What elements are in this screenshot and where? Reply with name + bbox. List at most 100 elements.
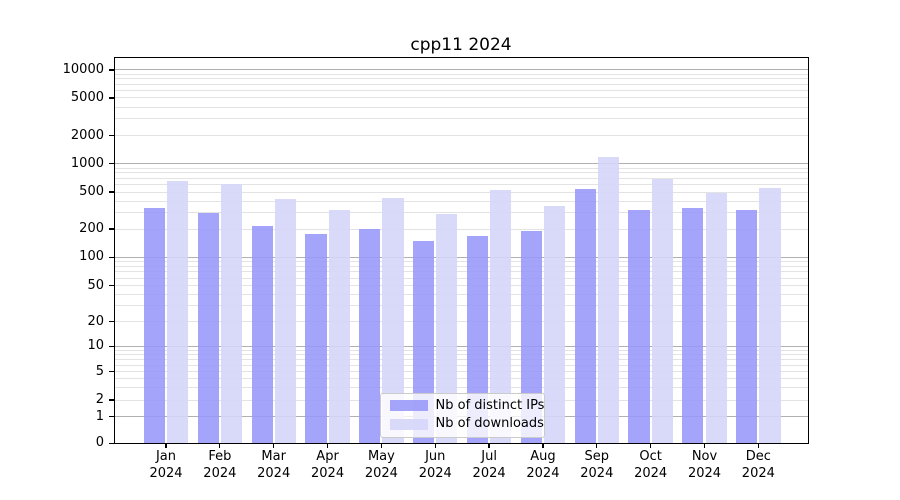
y-tick-mark xyxy=(108,69,114,71)
y-tick-mark xyxy=(108,97,114,99)
x-tick-mark xyxy=(434,443,436,449)
x-tick-label: Aug 2024 xyxy=(526,449,560,481)
bar-distinct-ips xyxy=(143,208,165,443)
y-tick-mark xyxy=(108,345,114,348)
minor-gridline xyxy=(115,293,808,295)
y-tick-label: 100 xyxy=(79,249,104,265)
x-tick-label: Mar 2024 xyxy=(257,449,291,481)
minor-gridline xyxy=(115,200,808,202)
x-tick-label: Jul 2024 xyxy=(472,449,506,481)
bar-distinct-ips xyxy=(305,234,327,443)
y-tick-mark xyxy=(108,284,114,287)
minor-gridline xyxy=(115,73,808,75)
minor-gridline xyxy=(115,378,808,380)
legend-swatch-downloads xyxy=(389,418,428,430)
x-tick-label: Jun 2024 xyxy=(418,449,452,481)
minor-gridline xyxy=(115,106,808,108)
x-tick-mark xyxy=(596,443,598,449)
y-tick-label: 5000 xyxy=(70,89,104,105)
x-tick-mark xyxy=(219,443,221,449)
x-tick-mark xyxy=(650,443,652,449)
minor-gridline xyxy=(115,172,808,174)
chart-title: cpp11 2024 xyxy=(410,35,512,55)
legend-swatch-distinct-ips xyxy=(389,400,428,412)
y-tick-mark xyxy=(108,256,114,259)
y-tick-mark xyxy=(108,228,114,230)
legend-label-downloads: Nb of downloads xyxy=(435,416,544,432)
y-tick-mark xyxy=(108,191,114,193)
bar-distinct-ips xyxy=(520,231,542,443)
minor-gridline xyxy=(115,78,808,80)
minor-gridline xyxy=(115,135,808,136)
y-tick-label: 1 xyxy=(95,408,104,424)
x-tick-mark xyxy=(165,443,167,449)
minor-gridline xyxy=(115,177,808,179)
x-tick-label: Sep 2024 xyxy=(580,449,614,481)
minor-gridline xyxy=(115,354,808,356)
bar-downloads xyxy=(543,206,566,443)
legend: Nb of distinct IPs Nb of downloads xyxy=(379,392,545,438)
bar-downloads xyxy=(382,198,404,443)
bar-downloads xyxy=(167,180,189,443)
y-tick-label: 200 xyxy=(79,221,104,236)
major-gridline xyxy=(115,256,808,258)
bar-downloads xyxy=(274,199,296,443)
minor-gridline xyxy=(115,364,808,366)
bar-distinct-ips xyxy=(251,226,273,443)
y-tick-mark xyxy=(108,134,114,137)
bar-downloads xyxy=(705,192,727,443)
bar-distinct-ips xyxy=(466,235,489,443)
minor-gridline xyxy=(115,386,808,388)
y-tick-label: 20 xyxy=(87,313,104,329)
x-tick-mark xyxy=(488,443,490,449)
y-tick-mark xyxy=(108,442,114,444)
minor-gridline xyxy=(115,349,808,351)
bar-distinct-ips xyxy=(682,207,704,443)
minor-gridline xyxy=(115,184,808,186)
major-gridline xyxy=(115,345,808,347)
minor-gridline xyxy=(115,271,808,273)
major-gridline xyxy=(115,69,808,71)
minor-gridline xyxy=(115,285,808,287)
y-tick-label: 50 xyxy=(87,277,104,293)
x-tick-label: Jan 2024 xyxy=(149,449,183,481)
x-tick-label: Dec 2024 xyxy=(741,449,775,481)
y-tick-label: 500 xyxy=(79,184,104,199)
legend-entry-downloads: Nb of downloads xyxy=(389,415,544,433)
minor-gridline xyxy=(115,97,808,99)
y-tick-label: 0 xyxy=(95,435,104,451)
y-tick-label: 10 xyxy=(87,338,104,354)
bar-distinct-ips xyxy=(736,210,758,443)
x-tick-mark xyxy=(542,443,544,449)
minor-gridline xyxy=(115,83,808,85)
bar-downloads xyxy=(436,213,458,443)
legend-entry-distinct-ips: Nb of distinct IPs xyxy=(389,397,544,415)
y-tick-label: 2 xyxy=(95,392,104,407)
bar-distinct-ips xyxy=(628,210,650,443)
bar-downloads xyxy=(328,210,350,443)
y-tick-mark xyxy=(108,321,114,323)
x-tick-label: Apr 2024 xyxy=(311,449,345,481)
minor-gridline xyxy=(115,305,808,307)
minor-gridline xyxy=(115,118,808,120)
bar-distinct-ips xyxy=(197,213,219,443)
bar-distinct-ips xyxy=(574,188,596,443)
x-tick-mark xyxy=(703,443,706,449)
minor-gridline xyxy=(115,261,808,263)
minor-gridline xyxy=(115,277,808,279)
minor-gridline xyxy=(115,167,808,169)
minor-gridline xyxy=(115,265,808,267)
y-tick-mark xyxy=(108,399,114,401)
bar-downloads xyxy=(759,188,781,443)
bar-downloads xyxy=(651,178,673,443)
x-tick-label: Feb 2024 xyxy=(203,449,237,481)
x-tick-mark xyxy=(757,443,759,449)
x-tick-label: May 2024 xyxy=(364,449,398,481)
bar-downloads xyxy=(490,189,512,443)
minor-gridline xyxy=(115,212,808,214)
plot-area xyxy=(114,57,809,444)
y-tick-label: 2000 xyxy=(70,127,104,143)
y-tick-label: 1000 xyxy=(70,155,104,171)
minor-gridline xyxy=(115,191,808,193)
